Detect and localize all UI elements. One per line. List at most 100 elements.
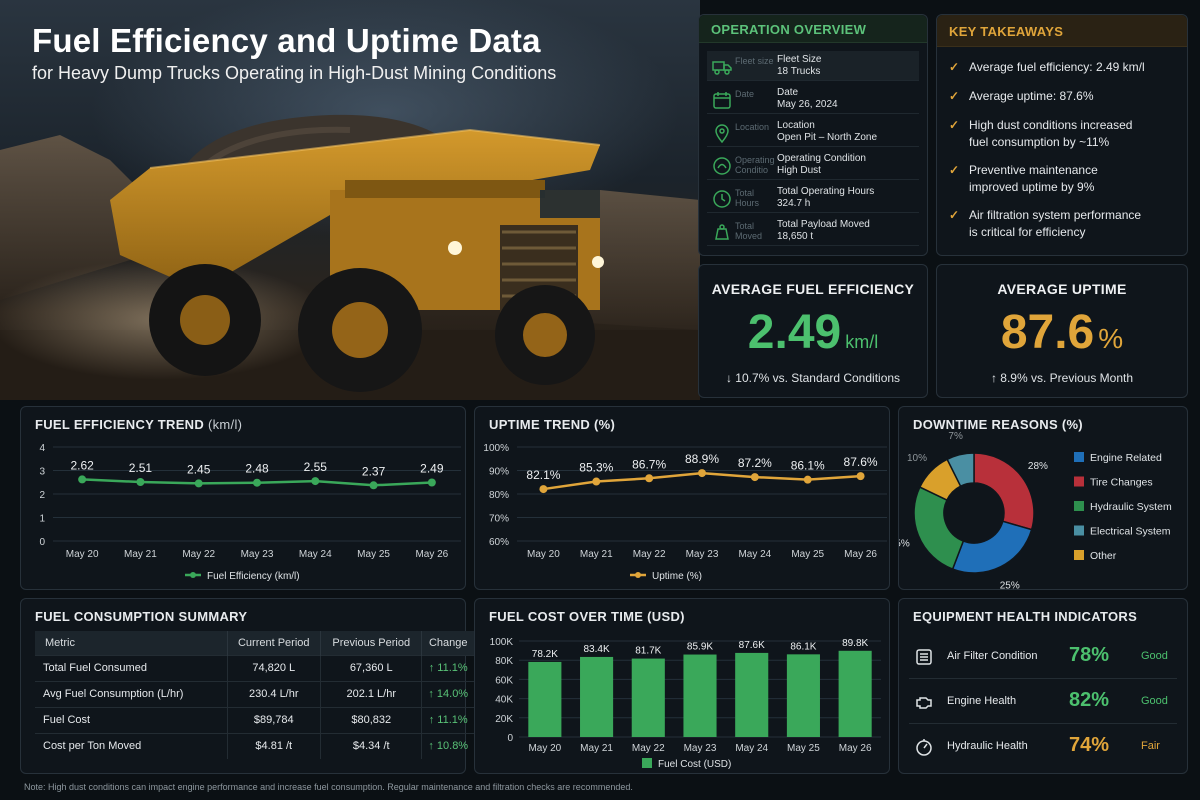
overview-row-value: 18,650 t	[777, 231, 814, 242]
health-value: 82%	[1069, 689, 1110, 711]
checkmark-icon: ✓	[949, 208, 960, 222]
y-tick-label: 0	[39, 537, 45, 548]
x-tick-label: May 26	[415, 549, 448, 560]
donut-data-label: 7%	[948, 431, 963, 442]
checkmark-icon: ✓	[949, 60, 960, 74]
x-tick-label: May 23	[684, 743, 717, 754]
x-tick-label: May 25	[787, 743, 820, 754]
data-label: 2.45	[187, 462, 211, 476]
overview-row: Fleet size Fleet Size 18 Trucks	[707, 51, 919, 81]
x-tick-label: May 23	[241, 549, 274, 560]
legend-label: Electrical System	[1090, 526, 1171, 538]
health-icon	[913, 646, 935, 668]
page-title: Fuel Efficiency and Uptime Data	[32, 22, 541, 59]
kpi-fuel-unit: km/l	[845, 332, 879, 352]
legend-label: Tire Changes	[1090, 477, 1153, 489]
operation-overview-header: OPERATION OVERVIEW	[699, 15, 927, 43]
overview-row: Location Location Open Pit – North Zone	[707, 117, 919, 147]
overview-row-icon	[711, 122, 733, 144]
table-cell: Fuel Cost	[35, 706, 228, 733]
data-label: 2.55	[304, 460, 328, 474]
table-cell: $4.81 /t	[227, 732, 322, 759]
data-point	[311, 477, 320, 486]
fuel-consumption-summary-title: FUEL CONSUMPTION SUMMARY	[35, 609, 248, 624]
overview-row-label: Date	[777, 87, 799, 98]
legend-marker	[635, 572, 641, 578]
overview-row-caption: Date	[735, 89, 755, 99]
checkmark-icon: ✓	[949, 118, 960, 132]
overview-row-caption: Total Hours	[735, 188, 760, 208]
health-status: Good	[1141, 650, 1168, 662]
table-cell: 67,360 L	[320, 654, 423, 681]
x-tick-label: May 25	[791, 549, 824, 560]
health-label: Hydraulic Health	[947, 740, 1028, 752]
table-cell: Total Fuel Consumed	[35, 654, 228, 681]
overview-row: Operating Conditio Operating Condition Hig…	[707, 150, 919, 180]
overview-row-caption: Location	[735, 122, 770, 132]
overview-row-icon	[711, 155, 733, 175]
kpi-uptime: AVERAGE UPTIME 87.6% ↑ 8.9% vs. Previous…	[936, 264, 1188, 398]
table-cell: $80,832	[320, 706, 423, 733]
bar-data-label: 87.6K	[739, 640, 765, 651]
overview-row: Total Hours Total Operating Hours 324.7 h	[707, 183, 919, 213]
x-tick-label: May 21	[124, 549, 157, 560]
kpi-uptime-unit: %	[1098, 323, 1124, 354]
table-header-cell: Change	[421, 631, 475, 655]
takeaway-item: ✓ Average fuel efficiency: 2.49 km/l	[949, 59, 1179, 76]
overview-row-label: Total Payload Moved	[777, 219, 870, 230]
dust-gauge-icon	[713, 157, 731, 175]
bar-data-label: 86.1K	[790, 641, 816, 652]
data-point	[194, 479, 203, 488]
donut-data-label: 25%	[1000, 581, 1020, 591]
legend-swatch	[1074, 550, 1084, 560]
overview-row: Date Date May 26, 2024	[707, 84, 919, 114]
engine-icon	[916, 697, 932, 709]
data-label: 87.2%	[738, 456, 772, 470]
overview-row-value: May 26, 2024	[777, 99, 838, 110]
bar	[838, 650, 872, 737]
data-label: 2.49	[420, 461, 444, 475]
legend-marker	[190, 572, 196, 578]
kpi-fuel-comparison: ↓ 10.7% vs. Standard Conditions	[725, 371, 901, 385]
overview-row-value: High Dust	[777, 165, 821, 176]
downtime-reasons-title: DOWNTIME REASONS (%)	[913, 417, 1083, 432]
kpi-uptime-title: AVERAGE UPTIME	[997, 281, 1127, 297]
hero-image: Fuel Efficiency and Uptime Data for Heav…	[0, 0, 700, 400]
data-label: 88.9%	[685, 452, 719, 466]
table-cell: ↑ 11.1%	[421, 706, 475, 733]
legend-label: Fuel Efficiency (km/l)	[207, 571, 300, 582]
donut-data-label: 25%	[899, 539, 910, 550]
kpi-fuel-efficiency: AVERAGE FUEL EFFICIENCY 2.49 km/l ↓ 10.7%…	[698, 264, 928, 398]
takeaway-text: Average fuel efficiency: 2.49 km/l	[969, 59, 1179, 76]
takeaway-item: ✓ High dust conditions increased fuel cons…	[949, 117, 1179, 151]
takeaway-line: Preventive maintenance	[969, 163, 1098, 177]
overview-row-icon	[711, 56, 733, 76]
fuel-efficiency-line-chart: 0 1 2 3 4 2.62 2.51 2.45 2.48 2.55 2.37 2.49 May 20 M…	[39, 443, 461, 582]
uptime-line-chart: 60% 70% 80% 90% 100% 82.1% 85.3% 86.7% 88.9% 87.2…	[483, 443, 887, 582]
takeaway-line: Air filtration system performance	[969, 208, 1142, 222]
takeaway-line: Average uptime: 87.6%	[969, 89, 1094, 103]
x-tick-label: May 20	[66, 549, 99, 560]
legend-label: Fuel Cost (USD)	[658, 759, 731, 770]
x-tick-label: May 21	[580, 743, 613, 754]
data-label: 2.37	[362, 464, 386, 478]
health-value: 74%	[1069, 734, 1110, 756]
overview-row-caption: Fleet size	[735, 56, 774, 66]
health-indicator-row: Air Filter Condition 78% Good	[909, 635, 1177, 679]
data-point	[253, 478, 261, 487]
takeaway-line: fuel consumption by ~11%	[969, 135, 1110, 149]
x-tick-label: May 22	[182, 549, 215, 560]
kpi-fuel-title: AVERAGE FUEL EFFICIENCY	[711, 281, 915, 297]
donut-data-label: 10%	[907, 453, 927, 464]
weight-icon	[715, 224, 729, 240]
air-filter-icon	[916, 649, 932, 665]
takeaway-line: is critical for efficiency	[969, 225, 1086, 239]
y-tick-label: 70%	[489, 514, 509, 525]
data-label: 2.51	[129, 461, 153, 475]
x-tick-label: May 23	[686, 549, 719, 560]
bar-data-label: 78.2K	[532, 649, 558, 660]
table-header-cell: Previous Period	[320, 631, 423, 655]
takeaway-line: High dust conditions increased	[969, 118, 1133, 132]
overview-row-label: Fleet Size	[777, 54, 822, 65]
table-cell: Avg Fuel Consumption (L/hr)	[35, 680, 228, 707]
